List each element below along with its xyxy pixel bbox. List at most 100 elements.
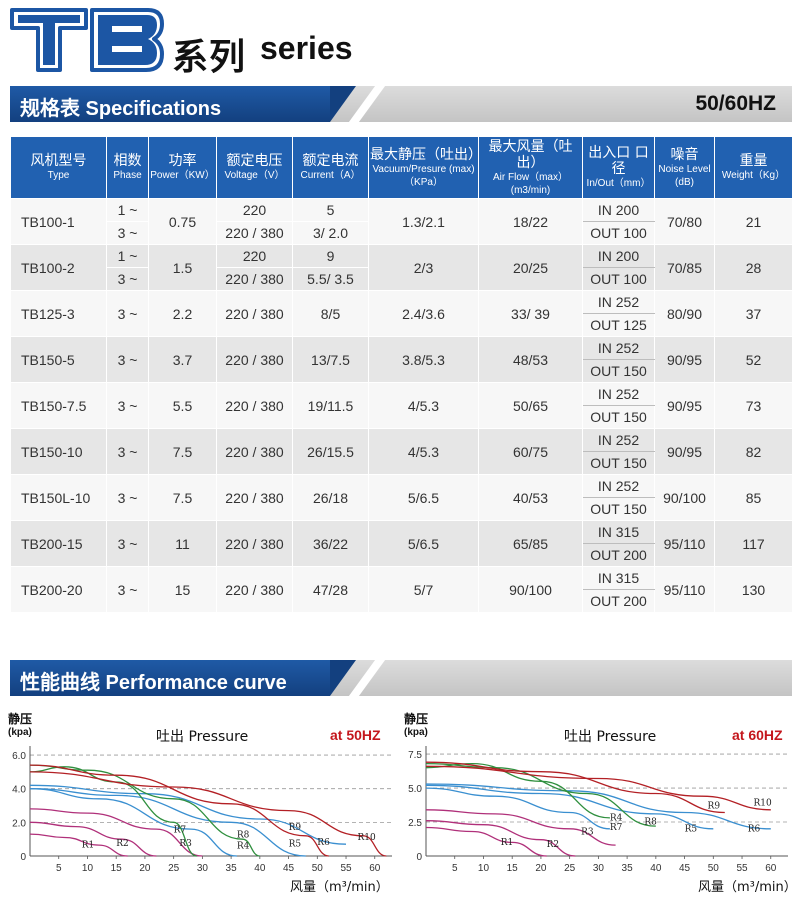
chart-60hz-title: 吐出 Pressure: [564, 729, 657, 745]
column-header: 出入口 口径 In/Out（mm）: [582, 136, 655, 199]
cell-weight: 85: [714, 474, 793, 521]
cell-noise: 70/85: [654, 244, 715, 291]
table-row: TB150-10 3 ~7.5 220 / 380 26/15.5 4/5.3 60/75…: [10, 428, 793, 475]
curve-r2: [425, 820, 576, 857]
cell-airflow: 18/22: [478, 198, 583, 245]
cell-type: TB100-2: [10, 244, 107, 291]
curve-label-r6: R6: [748, 825, 761, 835]
column-header: 额定电流 Current（A）: [292, 136, 369, 199]
cell-phase: 1 ~: [106, 244, 149, 268]
cell-weight: 82: [714, 428, 793, 475]
cell-outlet: OUT 150: [582, 497, 655, 521]
x-tick-label: 20: [535, 863, 547, 874]
curve-r8: [29, 764, 260, 857]
curve-r10: [425, 765, 771, 811]
y-tick-label: 4.0: [12, 785, 26, 796]
curve-r9: [425, 761, 725, 814]
cell-current: 19/11.5: [292, 382, 369, 429]
curve-label-r8: R8: [644, 818, 657, 828]
cell-phase: 3 ~: [106, 520, 149, 567]
column-header-en: Power（KW）: [150, 170, 215, 181]
performance-title: 性能曲线 Performance curve: [20, 672, 287, 694]
chart-50hz-xlabel: 风量（m³/min）: [290, 880, 389, 895]
x-tick-label: 15: [111, 863, 123, 874]
curve-label-r3: R3: [581, 827, 594, 837]
column-header-en: Voltage（V）: [224, 170, 285, 181]
column-header-zh: 相数: [113, 153, 142, 169]
chart-50hz-ylabel: 静压: [8, 712, 33, 726]
cell-power: 7.5: [148, 428, 217, 475]
cell-type: TB150-10: [10, 428, 107, 475]
curve-label-r9: R9: [708, 801, 721, 811]
cell-current: 5: [292, 198, 369, 222]
curve-label-r10: R10: [358, 833, 377, 843]
x-tick-label: 55: [340, 863, 352, 874]
cell-pressure: 2.4/3.6: [368, 290, 479, 337]
x-tick-label: 30: [197, 863, 209, 874]
series-title-en: series: [260, 30, 353, 66]
x-tick-label: 55: [736, 863, 748, 874]
cell-airflow: 48/53: [478, 336, 583, 383]
cell-pressure: 4/5.3: [368, 428, 479, 475]
x-tick-label: 45: [679, 863, 691, 874]
cell-phase: 3 ~: [106, 566, 149, 613]
cell-phase: 3 ~: [106, 428, 149, 475]
curve-r10: [29, 771, 387, 857]
cell-weight: 130: [714, 566, 793, 613]
x-tick-label: 35: [622, 863, 634, 874]
chart-60hz-plot: 0 2.5 5.0 7.5 5 10 15 20 25 30 35 40 45 50 55 60 R1 R2 R3 R…: [408, 746, 788, 874]
cell-airflow: 65/85: [478, 520, 583, 567]
chart-60hz-xlabel: 风量（m³/min）: [698, 880, 797, 895]
curve-r7: [29, 766, 197, 857]
cell-voltage: 220 / 380: [216, 382, 293, 429]
x-tick-label: 10: [82, 863, 94, 874]
cell-pressure: 3.8/5.3: [368, 336, 479, 383]
cell-noise: 90/95: [654, 428, 715, 475]
table-row-sub: OUT 200: [11, 543, 793, 567]
column-header-zh: 额定电流: [302, 153, 359, 169]
column-header-zh: 出入口 口径: [588, 145, 649, 177]
cell-voltage: 220 / 380: [216, 474, 293, 521]
cell-outlet: OUT 150: [582, 405, 655, 429]
y-tick-label: 7.5: [408, 750, 422, 761]
cell-type: TB150L-10: [10, 474, 107, 521]
curve-label-r5: R5: [289, 840, 302, 850]
specifications-title: 规格表 Specifications: [20, 98, 222, 120]
cell-power: 7.5: [148, 474, 217, 521]
tb-logo: [8, 6, 166, 74]
curve-r6: [29, 784, 347, 845]
chart-60hz-frequency: at 60HZ: [732, 727, 783, 743]
cell-inlet: IN 252: [582, 428, 655, 452]
table-row-sub: OUT 150: [11, 497, 793, 521]
cell-noise: 95/110: [654, 566, 715, 613]
cell-inlet: IN 200: [582, 198, 655, 222]
cell-current: 26/15.5: [292, 428, 369, 475]
cell-power: 11: [148, 520, 217, 567]
y-tick-label: 6.0: [12, 751, 26, 762]
cell-noise: 70/80: [654, 198, 715, 245]
cell-inlet: IN 252: [582, 290, 655, 314]
table-header-row: 风机型号 Type 相数 Phase 功率 Power（KW） 额定电压 Voltage（V）…: [10, 136, 793, 199]
cell-noise: 80/90: [654, 290, 715, 337]
table-row-sub: OUT 125: [11, 313, 793, 337]
curve-r4: [29, 788, 237, 857]
column-header-zh: 最大风量（吐出）: [488, 138, 573, 171]
curve-r2: [29, 821, 157, 857]
curve-label-r4: R4: [610, 814, 623, 824]
cell-phase: 3 ~: [106, 290, 149, 337]
curve-label-r3: R3: [179, 839, 192, 849]
cell-outlet: OUT 150: [582, 359, 655, 383]
x-tick-label: 5: [56, 863, 62, 874]
cell-weight: 52: [714, 336, 793, 383]
cell-type: TB150-5: [10, 336, 107, 383]
cell-weight: 21: [714, 198, 793, 245]
table-row-sub: OUT 150: [11, 359, 793, 383]
cell-current: 13/7.5: [292, 336, 369, 383]
cell-phase: 3 ~: [106, 336, 149, 383]
cell-inlet: IN 315: [582, 520, 655, 544]
cell-outlet: OUT 100: [582, 267, 655, 291]
performance-section-bar: 性能曲线 Performance curve: [10, 660, 792, 696]
curve-r6: [425, 783, 771, 830]
x-tick-label: 10: [478, 863, 490, 874]
curve-r5: [29, 788, 306, 857]
